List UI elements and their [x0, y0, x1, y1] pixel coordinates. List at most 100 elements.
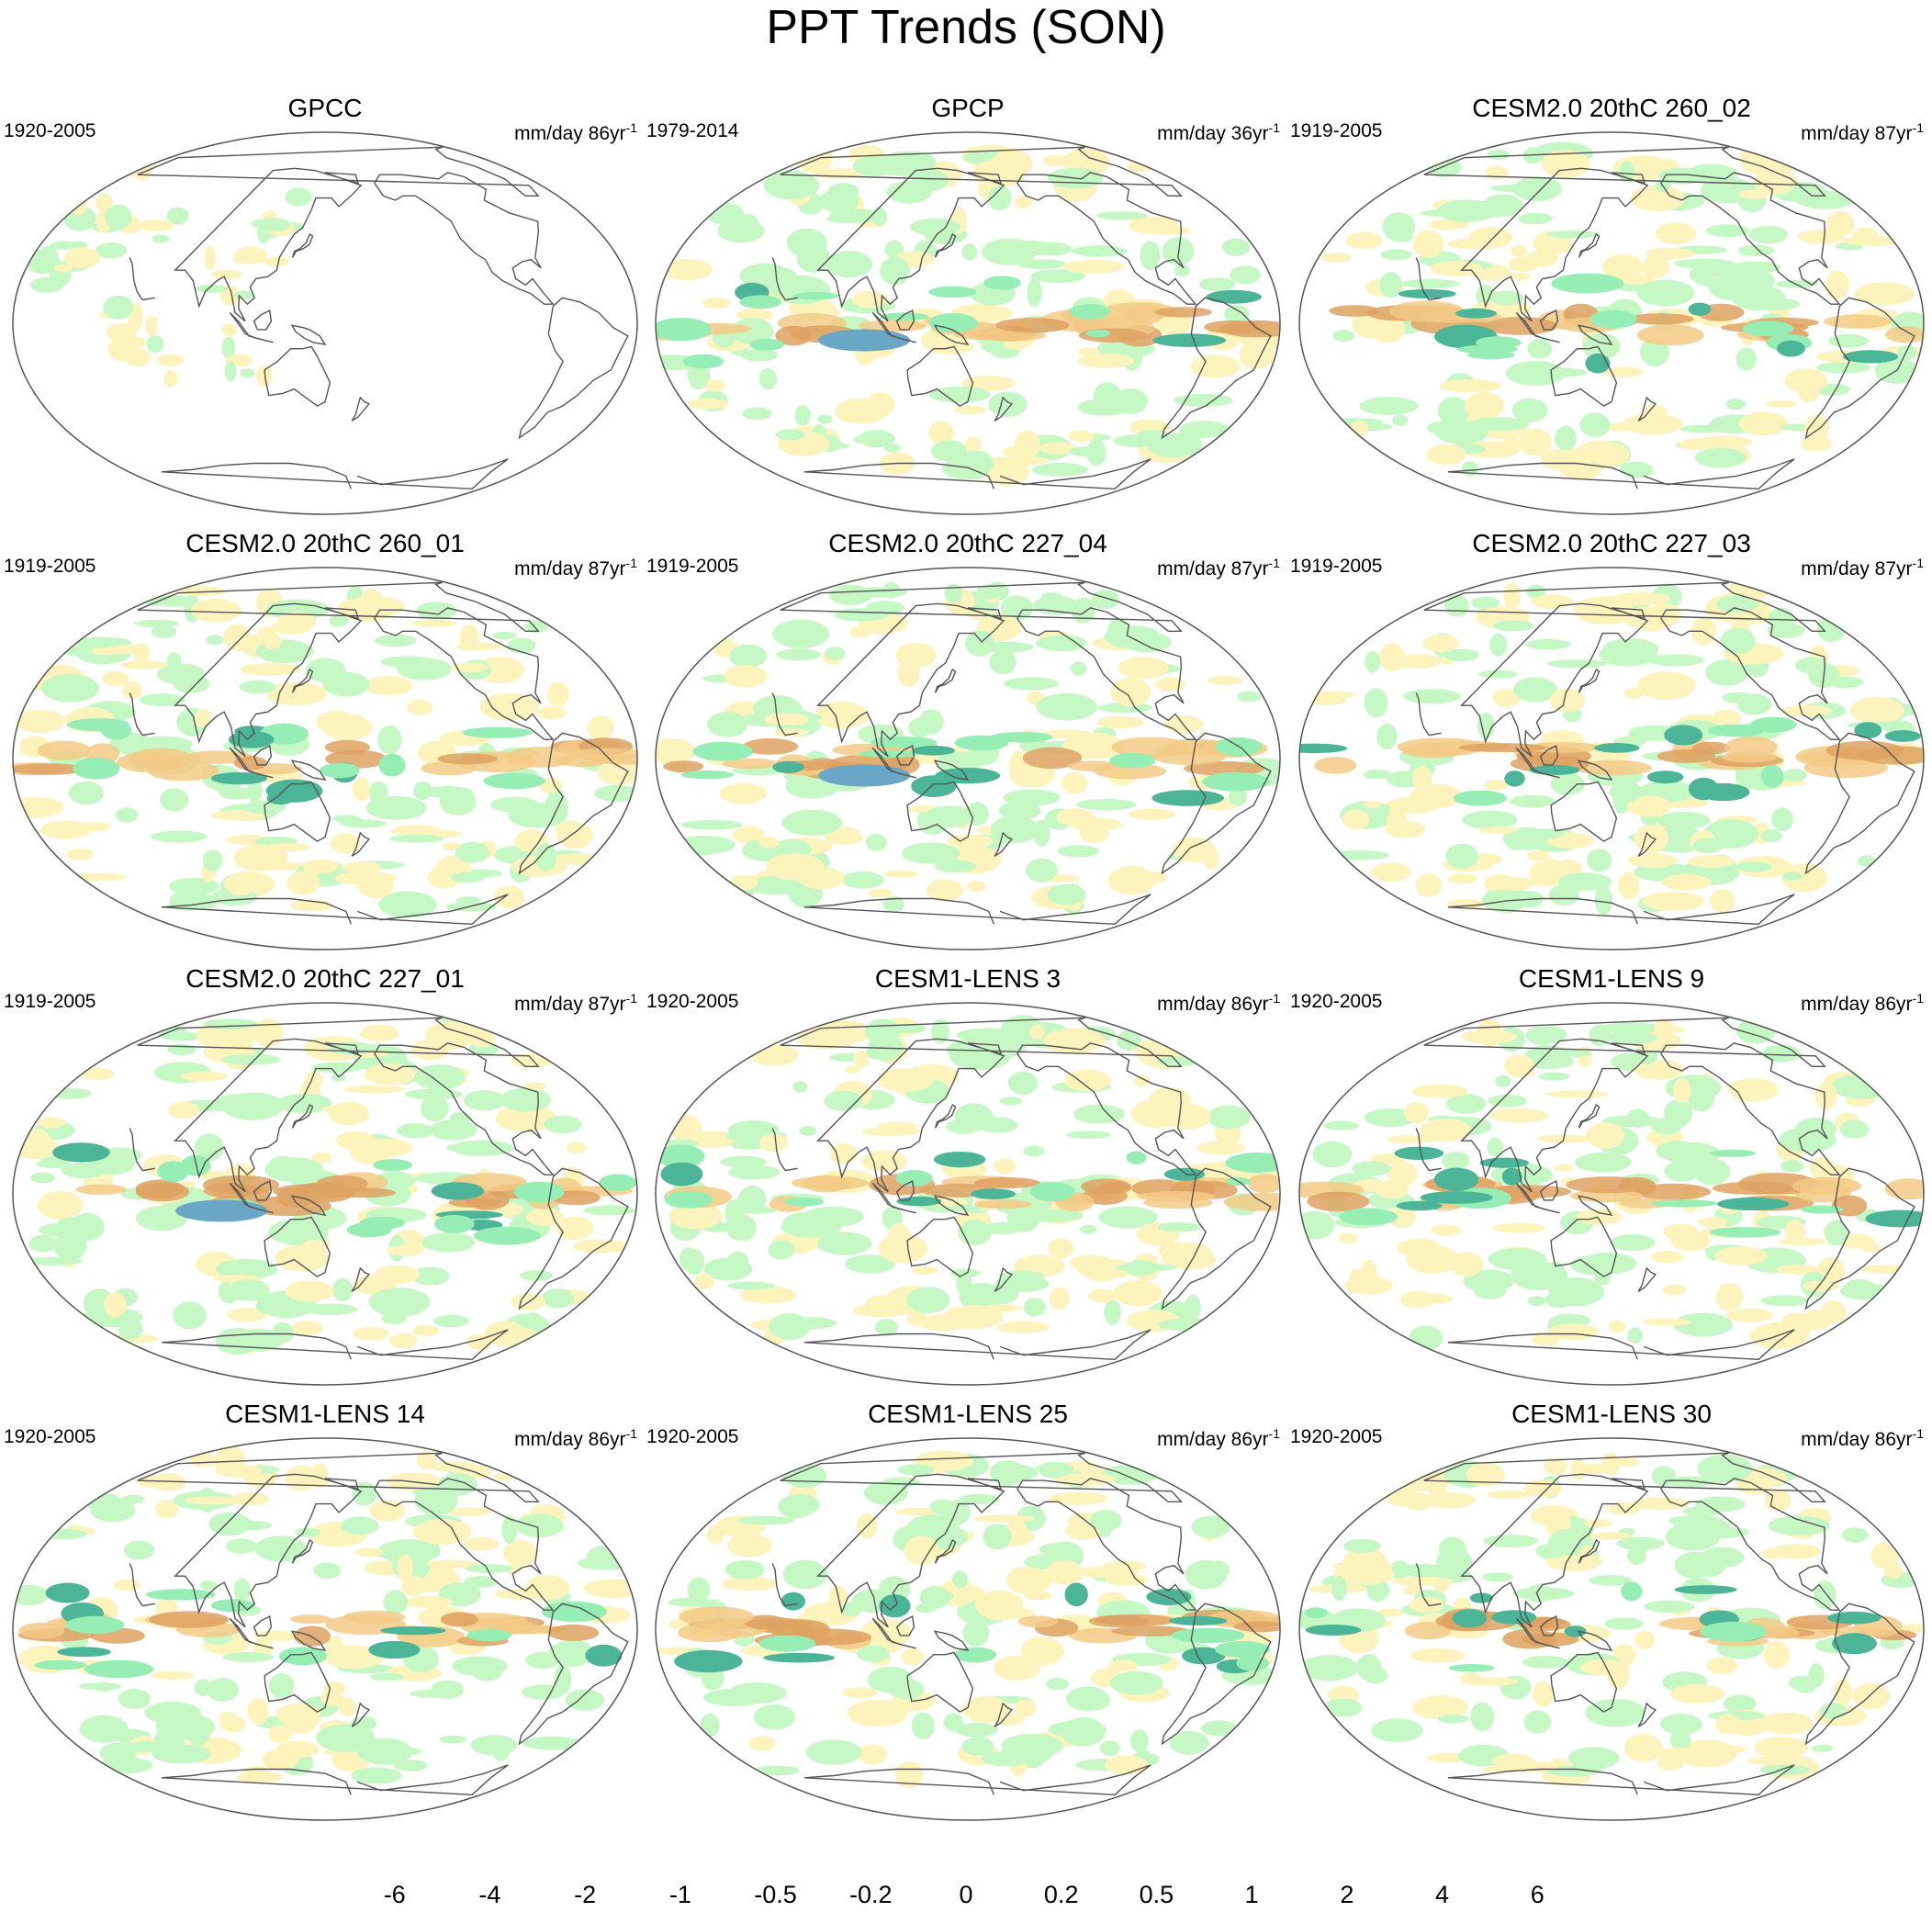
coastline-north-america: [374, 607, 555, 740]
panel-units: mm/day 87yr-1: [1801, 551, 1924, 581]
panel-title: GPCC: [287, 94, 363, 122]
map-projection: [12, 1002, 638, 1386]
units-text: mm/day 86yr: [1157, 1429, 1269, 1450]
map-panel: CESM2.0 20thC 227_04 1919-2005 mm/day 87yr…: [646, 523, 1289, 959]
coastline-antarctica: [803, 1329, 1151, 1361]
panel-units: mm/day 86yr-1: [514, 116, 637, 146]
coastline-south-america: [1161, 297, 1272, 440]
units-text: mm/day 87yr: [1801, 558, 1913, 579]
coastline-africa-east: [1415, 1563, 1442, 1607]
precip-trend-field: [656, 144, 1280, 487]
coastline-nz: [994, 1702, 1014, 1727]
coastline-australia: [264, 1651, 331, 1713]
units-text: mm/day 86yr: [514, 123, 626, 144]
map-projection: [655, 1002, 1281, 1386]
coastline-australia: [1550, 345, 1618, 407]
panel-units: mm/day 86yr-1: [1801, 1422, 1924, 1452]
panel-title: CESM1-LENS 3: [874, 964, 1061, 993]
coastline-africa-east: [771, 257, 798, 301]
coastline-japan: [1578, 232, 1601, 258]
coastline-antarctica: [1447, 458, 1795, 490]
map-panel: GPCP 1979-2014 mm/day 36yr-1: [646, 88, 1289, 523]
colorbar-tick-label: 4: [1435, 1881, 1450, 1908]
coastline-australia: [264, 781, 331, 842]
coastline-asia-east: [174, 602, 363, 758]
colorbar-tick-label: 0.2: [1043, 1881, 1079, 1908]
coastline-australia: [906, 781, 974, 842]
coastline-asia-east: [1460, 167, 1649, 322]
panel-period: 1919-2005: [4, 556, 96, 577]
coastline-borneo: [1539, 309, 1559, 331]
coastline-nz: [994, 831, 1014, 857]
map-projection: [655, 131, 1281, 515]
coastline-japan: [934, 1538, 957, 1564]
colorbar-tick-label: -4: [478, 1881, 501, 1908]
panel-title: CESM2.0 20thC 227_01: [185, 964, 465, 993]
coastline-greenland: [137, 1017, 540, 1067]
coastline-png: [933, 324, 970, 346]
map-outline: [12, 567, 638, 950]
map-projection: [1298, 1002, 1925, 1386]
units-text: mm/day 87yr: [1157, 558, 1269, 579]
coastline-south-america: [518, 297, 629, 440]
panel-units: mm/day 86yr-1: [1157, 1422, 1280, 1452]
units-exponent: -1: [625, 556, 637, 570]
coastline-nz: [351, 831, 371, 857]
coastline-australia: [1550, 1651, 1618, 1713]
colorbar-tick-label: -0.2: [849, 1881, 893, 1908]
map-outline: [655, 1002, 1281, 1386]
map-outline: [1298, 131, 1925, 515]
precip-trend-field: [656, 581, 1280, 913]
units-exponent: -1: [1268, 556, 1280, 570]
coastline-nz: [1637, 1266, 1657, 1292]
coastline-australia: [1550, 1216, 1618, 1277]
map-outline: [1298, 1002, 1925, 1386]
coastline-south-america: [1804, 1603, 1915, 1746]
units-text: mm/day 87yr: [514, 558, 626, 579]
panel-period: 1920-2005: [4, 120, 96, 141]
coastline-png: [933, 1630, 970, 1652]
coastline-japan: [291, 232, 314, 258]
coastline-north-america: [1660, 1042, 1841, 1175]
panel-period: 1919-2005: [1290, 120, 1383, 141]
coastline-north-america: [1660, 172, 1841, 305]
coastline-north-america: [1017, 607, 1197, 740]
coastlines: [129, 1452, 629, 1796]
precip-trend-field: [13, 586, 637, 918]
coastline-indonesia: [871, 1182, 916, 1214]
coastline-australia: [906, 345, 974, 407]
coastline-africa-east: [129, 1128, 155, 1172]
coastline-africa-east: [129, 1563, 155, 1607]
panel-title: CESM2.0 20thC 260_01: [185, 529, 465, 557]
coastline-africa-east: [1415, 692, 1442, 737]
coastlines: [129, 146, 629, 490]
map-panel: CESM1-LENS 3 1920-2005 mm/day 86yr-1: [646, 959, 1289, 1394]
panel-period: 1920-2005: [1290, 1426, 1383, 1447]
units-text: mm/day 86yr: [1157, 994, 1269, 1015]
coastline-asia-east: [1460, 1473, 1649, 1628]
panel-title: CESM2.0 20thC 260_02: [1472, 94, 1751, 122]
map-projection: [12, 567, 638, 950]
map-panel: CESM2.0 20thC 227_01 1919-2005 mm/day 87yr…: [4, 959, 646, 1394]
map-panel: CESM1-LENS 30 1920-2005 mm/day 86yr-1: [1290, 1394, 1932, 1829]
coastline-australia: [264, 345, 331, 407]
coastline-antarctica: [803, 1764, 1151, 1796]
coastline-greenland: [137, 1452, 540, 1502]
coastline-indonesia: [871, 311, 916, 343]
coastline-africa-east: [771, 1128, 798, 1172]
coastline-asia-east: [816, 167, 1005, 322]
panel-units: mm/day 86yr-1: [1157, 986, 1280, 1017]
coastline-africa-east: [1415, 257, 1442, 301]
coastline-borneo: [253, 1615, 273, 1636]
coastline-greenland: [1423, 581, 1826, 632]
panel-units: mm/day 87yr-1: [514, 986, 637, 1017]
figure-title: PPT Trends (SON): [766, 1, 1166, 54]
panel-period: 1920-2005: [4, 1426, 96, 1447]
units-exponent: -1: [625, 120, 637, 135]
panel-title: GPCP: [931, 94, 1005, 122]
coastline-japan: [291, 1538, 314, 1564]
units-exponent: -1: [1268, 120, 1280, 135]
coastline-antarctica: [161, 894, 509, 926]
units-exponent: -1: [625, 1426, 637, 1441]
coastline-japan: [291, 668, 314, 693]
